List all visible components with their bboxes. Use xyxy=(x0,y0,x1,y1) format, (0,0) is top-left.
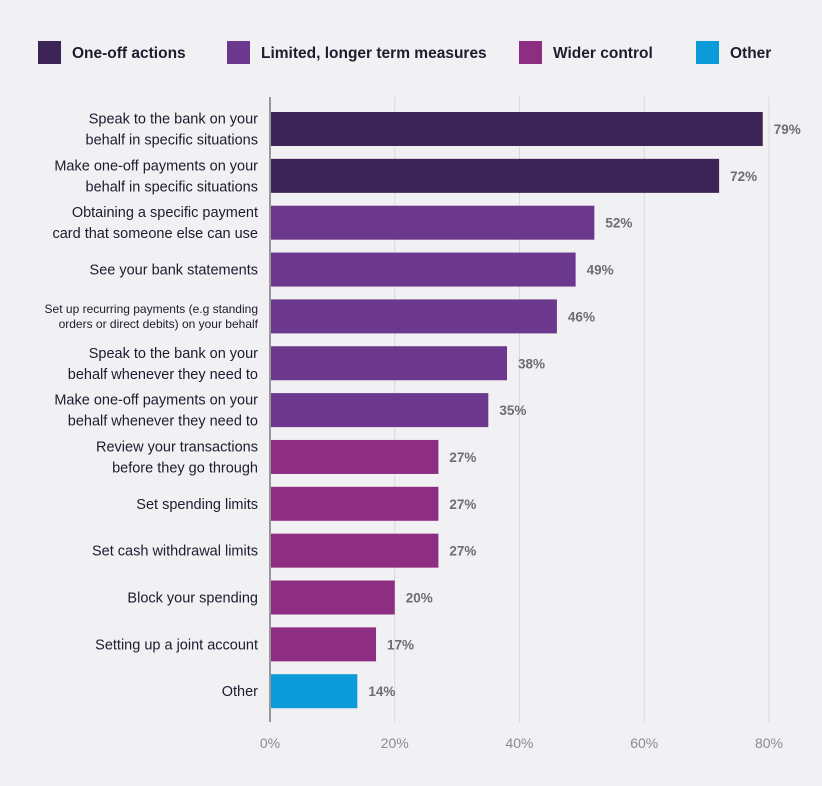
category-label-line: Set up recurring payments (e.g standing xyxy=(45,302,258,316)
x-tick-label: 0% xyxy=(260,735,280,751)
category-label-line: Setting up a joint account xyxy=(95,637,258,653)
value-label: 38% xyxy=(518,356,545,371)
legend-swatch xyxy=(227,41,250,64)
legend-label: Limited, longer term measures xyxy=(261,45,487,62)
category-label-line: Other xyxy=(222,684,258,700)
category-label-line: orders or direct debits) on your behalf xyxy=(59,317,259,331)
category-label: Speak to the bank on your behalf in speci… xyxy=(86,112,259,149)
category-label-line: Set spending limits xyxy=(136,497,258,513)
bar xyxy=(271,486,439,521)
bar xyxy=(271,252,576,287)
value-labels: 79% 72% 52% 49% 46% 38% 35% 27% 27% 27% 20% 17% 14% xyxy=(368,122,800,699)
legend-item: One-off actions xyxy=(38,41,186,64)
x-tick-label: 20% xyxy=(381,735,409,751)
category-label-line: Review your transactions xyxy=(96,439,258,455)
category-label: Review your transactions before they go t… xyxy=(96,439,258,476)
category-label-line: Make one-off payments on your xyxy=(54,393,258,409)
legend-label: Wider control xyxy=(553,45,653,62)
value-label: 49% xyxy=(587,263,614,278)
bar xyxy=(271,439,439,474)
category-labels: Speak to the bank on your behalf in speci… xyxy=(45,112,259,701)
category-label-line: Speak to the bank on your xyxy=(89,112,258,128)
legend-swatch xyxy=(519,41,542,64)
legend-label: One-off actions xyxy=(72,45,186,62)
legend-item: Limited, longer term measures xyxy=(227,41,487,64)
value-label: 14% xyxy=(368,684,395,699)
legend-item: Wider control xyxy=(519,41,653,64)
bar xyxy=(271,533,439,568)
value-label: 79% xyxy=(774,122,801,137)
category-label-line: Speak to the bank on your xyxy=(89,346,258,362)
category-label-line: Block your spending xyxy=(127,591,258,607)
bar xyxy=(271,112,763,146)
category-label-line: card that someone else can use xyxy=(52,226,258,242)
bar xyxy=(271,299,557,334)
legend-label: Other xyxy=(730,45,771,62)
bar xyxy=(271,627,377,662)
category-label: Set cash withdrawal limits xyxy=(92,544,258,560)
value-label: 17% xyxy=(387,637,414,652)
axis: 0% 20% 40% 60% 80% xyxy=(260,97,783,751)
value-label: 27% xyxy=(449,450,476,465)
category-label: Make one-off payments on your behalf in s… xyxy=(54,158,258,195)
value-label: 72% xyxy=(730,169,757,184)
value-label: 27% xyxy=(449,544,476,559)
category-label: See your bank statements xyxy=(90,263,258,279)
value-label: 20% xyxy=(406,591,433,606)
x-tick-label: 40% xyxy=(505,735,533,751)
category-label: Make one-off payments on your behalf when… xyxy=(54,393,258,430)
category-label: Block your spending xyxy=(127,591,258,607)
category-label-line: behalf whenever they need to xyxy=(68,414,258,430)
category-label-line: Make one-off payments on your xyxy=(54,158,258,174)
category-label: Obtaining a specific payment card that so… xyxy=(52,205,258,242)
category-label-line: behalf in specific situations xyxy=(86,133,259,149)
x-tick-label: 60% xyxy=(630,735,658,751)
category-label-line: behalf whenever they need to xyxy=(68,367,258,383)
bar xyxy=(271,205,595,240)
category-label-line: before they go through xyxy=(112,460,258,476)
legend-item: Other xyxy=(696,41,771,64)
bar xyxy=(271,674,358,709)
x-tick-label: 80% xyxy=(755,735,783,751)
category-label-line: Set cash withdrawal limits xyxy=(92,544,258,560)
bar xyxy=(271,393,489,428)
bars xyxy=(271,112,763,709)
category-label: Other xyxy=(222,684,258,700)
legend-swatch xyxy=(696,41,719,64)
legend: One-off actions Limited, longer term meas… xyxy=(38,41,771,64)
category-label-line: Obtaining a specific payment xyxy=(72,205,258,221)
category-label: Speak to the bank on your behalf whenever… xyxy=(68,346,258,383)
value-label: 35% xyxy=(499,403,526,418)
legend-swatch xyxy=(38,41,61,64)
bar xyxy=(271,158,720,193)
value-label: 27% xyxy=(449,497,476,512)
bar xyxy=(271,346,508,381)
category-label-line: See your bank statements xyxy=(90,263,258,279)
category-label: Setting up a joint account xyxy=(95,637,258,653)
value-label: 52% xyxy=(605,216,632,231)
category-label-line: behalf in specific situations xyxy=(86,179,259,195)
bar xyxy=(271,580,395,615)
category-label: Set spending limits xyxy=(136,497,258,513)
category-label: Set up recurring payments (e.g standing o… xyxy=(45,302,259,331)
value-label: 46% xyxy=(568,309,595,324)
